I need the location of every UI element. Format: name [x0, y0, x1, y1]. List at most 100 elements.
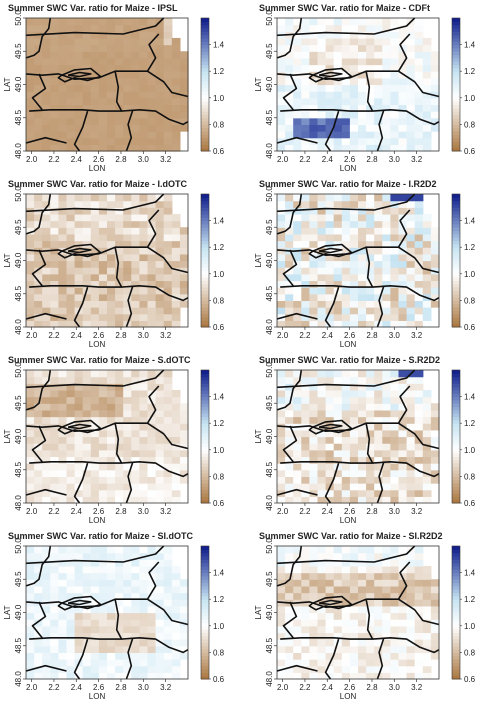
- heat-cell: [374, 429, 383, 438]
- heat-cell: [414, 476, 424, 484]
- heat-cell: [406, 227, 416, 235]
- heat-cell: [98, 396, 108, 404]
- heat-cell: [90, 383, 100, 391]
- heat-cell: [98, 97, 108, 106]
- heat-cells: [26, 18, 189, 152]
- heat-cell: [171, 665, 181, 673]
- colorbar-step: [201, 317, 209, 321]
- heat-cell: [163, 409, 173, 418]
- x-axis-label: LON: [340, 164, 357, 173]
- heat-cell: [131, 137, 140, 145]
- region-border: [25, 385, 160, 433]
- heat-cell: [139, 64, 149, 72]
- heat-cell: [131, 200, 140, 208]
- heat-cell: [155, 273, 165, 282]
- heat-cell: [349, 111, 359, 119]
- colorbar-step: [201, 493, 209, 497]
- heat-cell: [50, 396, 59, 404]
- heat-cell: [115, 111, 124, 119]
- colorbar-step: [452, 579, 460, 584]
- colorbar-step: [452, 595, 460, 600]
- heat-cell: [107, 253, 116, 262]
- colorbar-step: [201, 659, 209, 663]
- heat-cell: [382, 376, 391, 384]
- heat-cell: [414, 307, 424, 315]
- heat-cell: [285, 619, 294, 627]
- heat-cell: [349, 552, 359, 560]
- heat-cell: [333, 200, 343, 208]
- heat-cell: [26, 389, 35, 398]
- heat-cell: [301, 559, 310, 567]
- heat-cell: [333, 57, 343, 66]
- heat-cell: [341, 300, 351, 308]
- heat-cell: [74, 144, 84, 152]
- heat-cell: [179, 592, 189, 600]
- heat-cell: [382, 599, 391, 607]
- heat-cell: [414, 124, 424, 132]
- heat-cell: [34, 194, 43, 202]
- heat-cell: [147, 24, 157, 32]
- heat-cell: [285, 632, 294, 640]
- heat-cell: [123, 572, 132, 580]
- heat-cell: [155, 307, 165, 315]
- heat-cell: [277, 396, 286, 404]
- heat-cell: [155, 389, 165, 398]
- heat-cell: [163, 469, 173, 477]
- heat-cell: [390, 51, 400, 59]
- colorbar-tick-label: 1.4: [213, 41, 225, 50]
- heat-cell: [131, 599, 140, 607]
- y-tick-label: 48.0: [14, 143, 23, 159]
- region-border: [280, 636, 440, 654]
- heat-cell: [333, 483, 343, 491]
- heat-cell: [26, 409, 35, 418]
- heat-cell: [147, 672, 157, 680]
- heat-cell: [107, 137, 116, 145]
- colorbar-step: [201, 379, 209, 384]
- heat-cell: [139, 625, 149, 634]
- heat-cell: [398, 280, 408, 288]
- heat-cell: [155, 409, 165, 418]
- heat-cell: [333, 469, 343, 477]
- heat-cell: [107, 443, 116, 451]
- y-axis-label: LAT: [254, 77, 263, 91]
- colorbar-step: [201, 243, 209, 248]
- heat-cell: [50, 572, 59, 580]
- heat-cell: [325, 31, 335, 39]
- heat-cell: [422, 605, 432, 614]
- heat-cell: [277, 280, 286, 288]
- heat-cell: [309, 625, 319, 634]
- heat-cell: [163, 111, 173, 119]
- heat-cell: [131, 625, 140, 634]
- heat-cell: [179, 124, 189, 132]
- heat-cell: [107, 31, 116, 39]
- heat-cell: [366, 645, 375, 653]
- heat-cell: [382, 220, 391, 228]
- colorbar-step: [452, 585, 460, 590]
- heat-cell: [285, 144, 294, 152]
- heat-cell: [163, 300, 173, 308]
- heat-cell: [382, 144, 391, 152]
- heat-cell: [430, 449, 440, 458]
- colorbar-step: [201, 575, 209, 580]
- heat-cell: [139, 51, 149, 59]
- colorbar-step: [452, 121, 460, 125]
- heat-cell: [42, 194, 51, 202]
- colorbar-step: [201, 87, 209, 92]
- heat-cell: [382, 652, 391, 660]
- heat-cell: [414, 423, 424, 431]
- heat-cell: [115, 31, 124, 39]
- heat-cell: [50, 137, 59, 145]
- heat-cell: [341, 117, 351, 125]
- heat-cell: [98, 320, 108, 328]
- heat-cell: [414, 253, 424, 262]
- heat-cell: [422, 37, 432, 46]
- heat-cell: [179, 599, 189, 607]
- heat-cell: [82, 619, 92, 627]
- x-tick-label: 2.4: [322, 331, 334, 340]
- heat-cell: [358, 449, 367, 458]
- heat-cell: [50, 307, 59, 315]
- heat-cell: [26, 436, 35, 444]
- colorbar-step: [201, 223, 209, 228]
- heat-cell: [325, 91, 335, 99]
- heat-cell: [390, 456, 400, 464]
